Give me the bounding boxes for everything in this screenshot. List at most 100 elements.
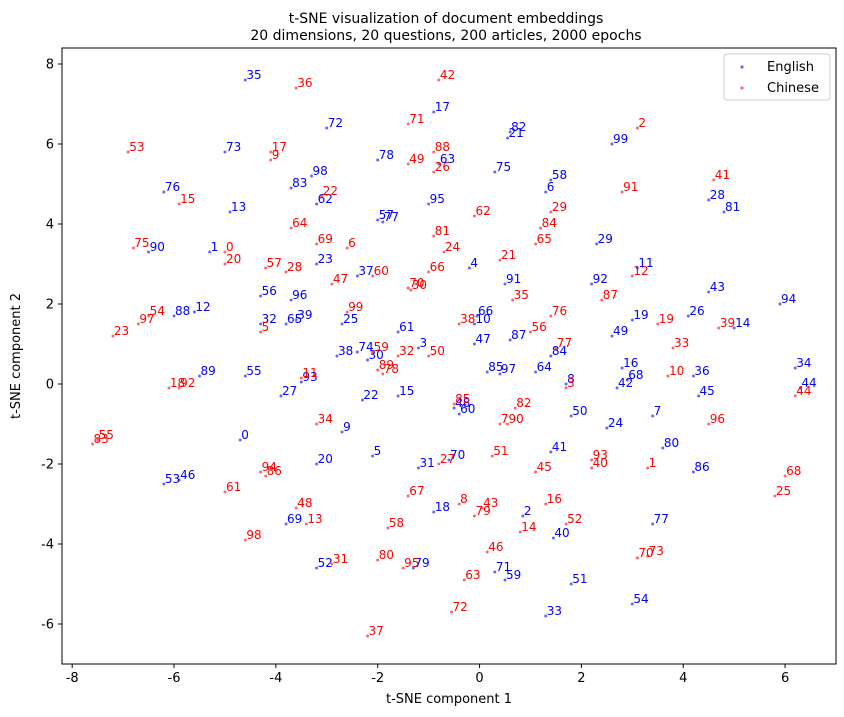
- point-label: 52: [567, 512, 582, 526]
- data-point: [238, 438, 242, 442]
- point-label: 85: [455, 392, 470, 406]
- data-point: [485, 370, 489, 374]
- point-label: 87: [511, 328, 526, 342]
- point-label: 85: [488, 360, 503, 374]
- point-label: 27: [282, 384, 297, 398]
- data-point: [396, 330, 400, 334]
- data-point: [472, 322, 476, 326]
- data-point: [330, 282, 334, 286]
- data-point: [646, 466, 650, 470]
- data-point: [208, 250, 212, 254]
- data-point: [472, 214, 476, 218]
- data-point: [396, 354, 400, 358]
- point-label: 49: [613, 324, 628, 338]
- point-label: 38: [460, 312, 475, 326]
- point-label: 95: [430, 192, 445, 206]
- data-point: [646, 554, 650, 558]
- data-point: [539, 226, 543, 230]
- data-point: [544, 614, 548, 618]
- point-label: 27: [440, 452, 455, 466]
- data-point: [686, 314, 690, 318]
- data-point: [506, 422, 510, 426]
- point-label: 70: [450, 448, 465, 462]
- data-point: [289, 226, 293, 230]
- point-label: 69: [318, 232, 333, 246]
- data-point: [564, 386, 568, 390]
- point-label: 34: [318, 412, 333, 426]
- point-label: 71: [409, 112, 424, 126]
- data-point: [340, 430, 344, 434]
- point-label: 23: [114, 324, 129, 338]
- data-point: [549, 210, 553, 214]
- data-point: [259, 470, 263, 474]
- data-point: [310, 174, 314, 178]
- point-label: 77: [557, 336, 572, 350]
- data-point: [635, 556, 639, 560]
- point-label: 3: [419, 336, 427, 350]
- data-point: [371, 350, 375, 354]
- point-label: 18: [170, 376, 185, 390]
- data-point: [722, 210, 726, 214]
- data-point: [490, 454, 494, 458]
- point-label: 62: [475, 204, 490, 218]
- data-point: [564, 522, 568, 526]
- point-label: 61: [399, 320, 414, 334]
- point-label: 49: [409, 152, 424, 166]
- data-point: [518, 530, 522, 534]
- point-label: 46: [180, 468, 195, 482]
- point-label: 56: [531, 320, 546, 334]
- data-point: [289, 186, 293, 190]
- data-point: [551, 536, 555, 540]
- data-point: [590, 466, 594, 470]
- point-label: 29: [552, 200, 567, 214]
- data-point: [96, 438, 100, 442]
- point-label: 58: [552, 168, 567, 182]
- point-label: 98: [246, 528, 261, 542]
- point-label: 7: [654, 404, 662, 418]
- point-label: 84: [542, 216, 557, 230]
- point-label: 71: [496, 560, 511, 574]
- data-point: [661, 446, 665, 450]
- data-point: [630, 274, 634, 278]
- data-point: [549, 354, 553, 358]
- point-label: 19: [633, 308, 648, 322]
- data-point: [136, 322, 140, 326]
- data-point: [401, 566, 405, 570]
- data-point: [259, 330, 263, 334]
- point-label: 95: [404, 556, 419, 570]
- point-label: 58: [389, 516, 404, 530]
- data-point: [475, 314, 479, 318]
- data-point: [406, 162, 410, 166]
- data-point: [513, 406, 517, 410]
- data-point: [605, 426, 609, 430]
- point-label: 96: [292, 288, 307, 302]
- data-point: [335, 354, 339, 358]
- data-point: [498, 258, 502, 262]
- data-point: [284, 270, 288, 274]
- point-label: 1: [211, 240, 219, 254]
- legend-box: [723, 53, 831, 101]
- data-point: [595, 242, 599, 246]
- point-label: 4: [470, 256, 478, 270]
- data-point: [243, 78, 247, 82]
- data-point: [177, 478, 181, 482]
- point-label: 57: [379, 208, 394, 222]
- data-point: [409, 288, 413, 292]
- point-label: 63: [440, 152, 455, 166]
- data-point: [269, 158, 273, 162]
- point-label: 75: [496, 160, 511, 174]
- data-point: [406, 122, 410, 126]
- data-point: [228, 210, 232, 214]
- data-point: [416, 346, 420, 350]
- data-point: [697, 394, 701, 398]
- data-point: [480, 506, 484, 510]
- point-label: 32: [399, 344, 414, 358]
- point-label: 92: [593, 272, 608, 286]
- data-point: [671, 346, 675, 350]
- point-label: 68: [786, 464, 801, 478]
- data-point: [172, 314, 176, 318]
- x-tick-label: 6: [781, 671, 789, 686]
- data-point: [192, 310, 196, 314]
- point-label: 47: [475, 332, 490, 346]
- point-label: 83: [292, 176, 307, 190]
